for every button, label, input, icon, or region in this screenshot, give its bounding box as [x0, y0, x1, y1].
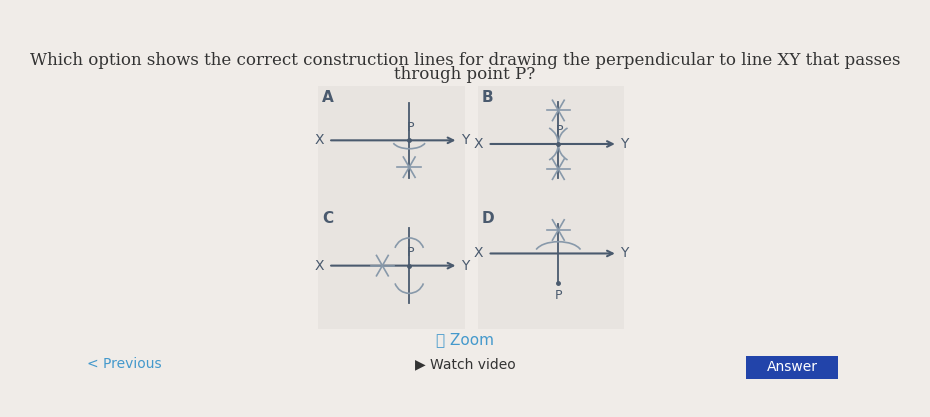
- Text: P: P: [406, 246, 414, 259]
- Text: Which option shows the correct construction lines for drawing the perpendicular : Which option shows the correct construct…: [30, 52, 900, 69]
- Text: P: P: [406, 121, 414, 133]
- Text: X: X: [474, 246, 484, 261]
- Text: P: P: [555, 124, 563, 137]
- Text: Y: Y: [460, 259, 469, 273]
- Text: X: X: [474, 137, 484, 151]
- Text: X: X: [314, 133, 324, 147]
- Text: A: A: [323, 90, 334, 105]
- Bar: [746, 356, 838, 379]
- Text: < Previous: < Previous: [87, 357, 162, 371]
- Text: C: C: [323, 211, 334, 226]
- Text: B: B: [482, 90, 494, 105]
- Text: ▶ Watch video: ▶ Watch video: [415, 357, 515, 371]
- Bar: [318, 85, 465, 207]
- Text: Answer: Answer: [766, 360, 817, 374]
- Bar: [318, 207, 465, 329]
- Bar: [478, 85, 624, 207]
- Text: 🔍 Zoom: 🔍 Zoom: [436, 332, 494, 347]
- Bar: [478, 207, 624, 329]
- Text: through point P?: through point P?: [394, 66, 536, 83]
- Text: Y: Y: [620, 246, 629, 261]
- Text: Y: Y: [620, 137, 629, 151]
- Text: P: P: [554, 289, 562, 302]
- Text: Y: Y: [460, 133, 469, 147]
- Text: D: D: [482, 211, 495, 226]
- Text: X: X: [314, 259, 324, 273]
